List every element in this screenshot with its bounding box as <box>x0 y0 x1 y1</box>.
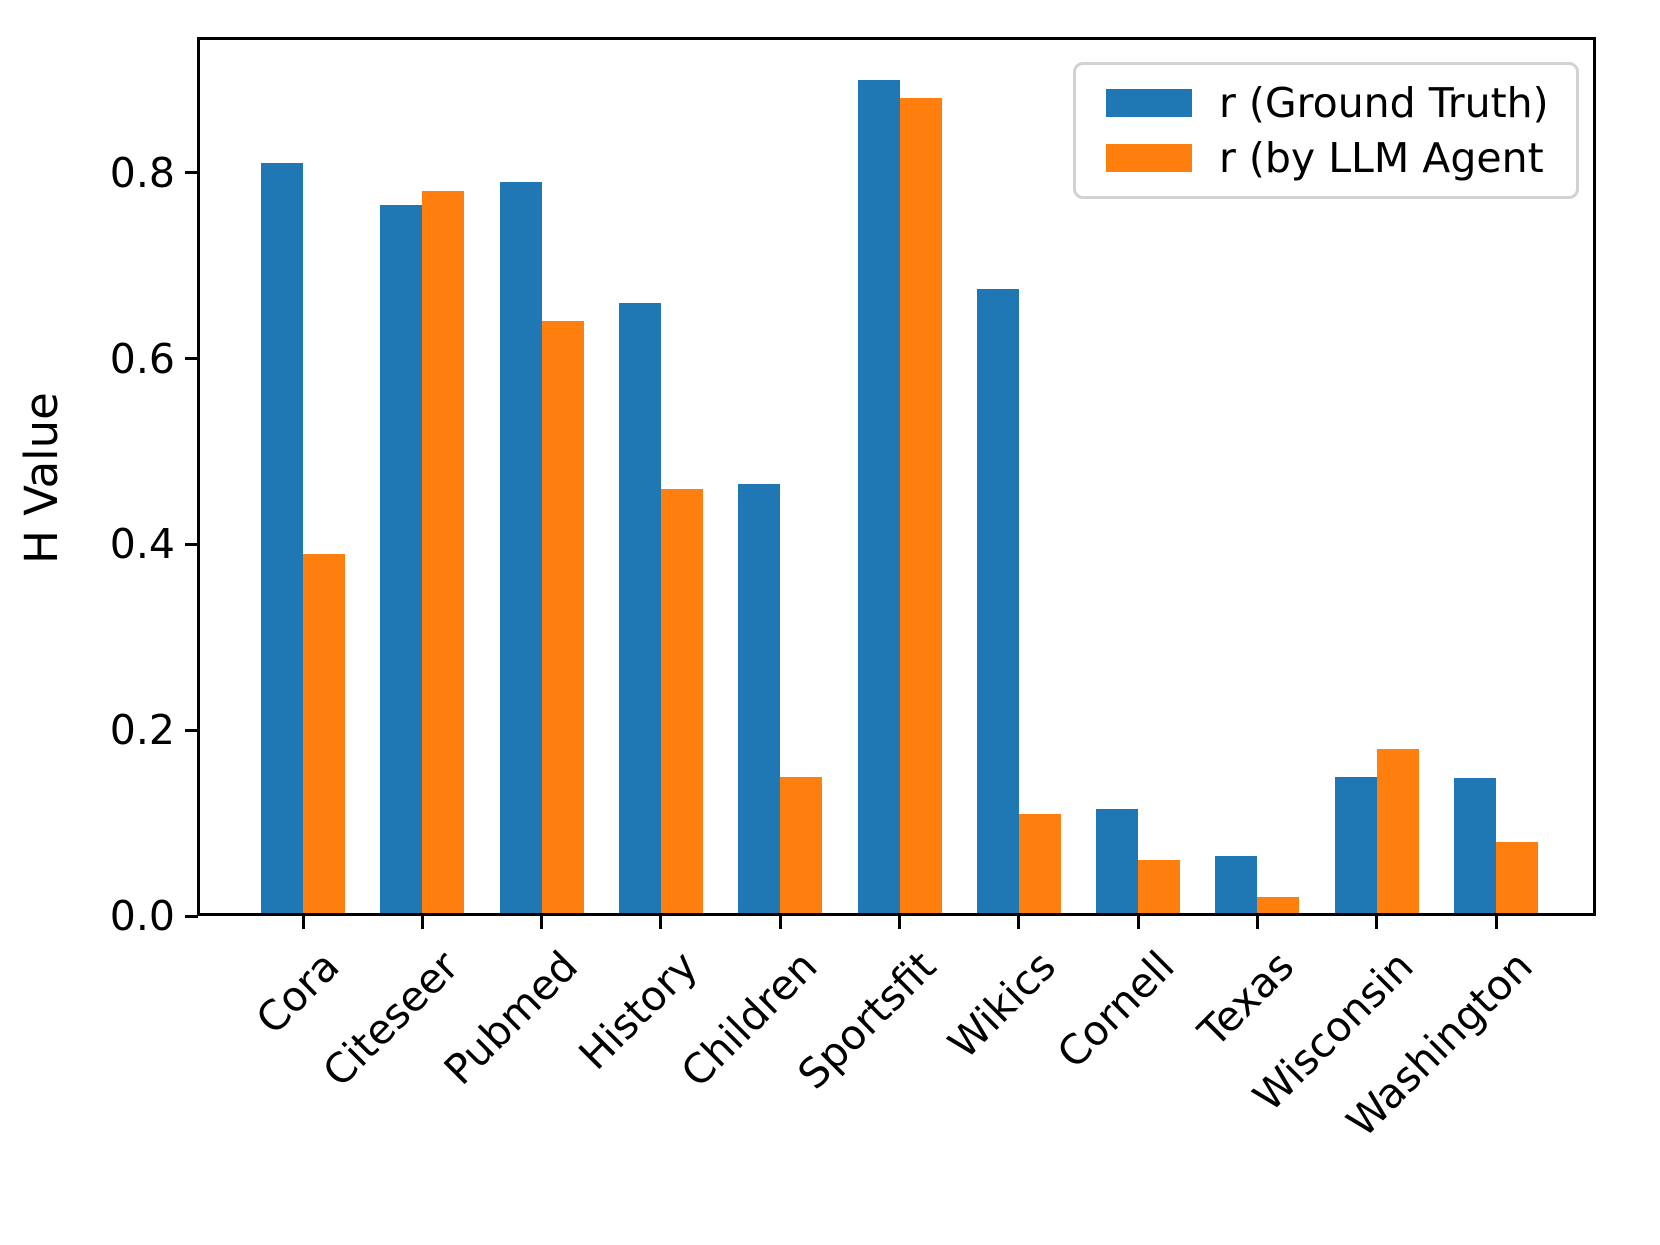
x-tick-label-pubmed: Pubmed <box>435 941 588 1095</box>
x-tick-mark <box>1375 916 1379 929</box>
legend-row-r-ground-truth: r (Ground Truth) <box>1106 78 1576 127</box>
bar-citeseer-r-ground-truth <box>380 205 423 916</box>
bar-pubmed-r-by-llm-agent <box>541 321 584 916</box>
bar-wisconsin-r-by-llm-agent <box>1376 748 1419 916</box>
x-tick-label-wikics: Wikics <box>938 941 1065 1068</box>
bar-citeseer-r-by-llm-agent <box>422 191 465 916</box>
bar-washington-r-ground-truth <box>1454 778 1496 916</box>
x-tick-mark <box>1494 916 1498 929</box>
y-tick-label: 0.0 <box>109 892 175 940</box>
bar-wisconsin-r-ground-truth <box>1334 776 1377 916</box>
bar-sportsfit-r-ground-truth <box>857 79 900 916</box>
bar-history-r-ground-truth <box>618 302 661 916</box>
y-tick-mark <box>185 728 198 732</box>
x-tick-mark <box>1136 916 1140 929</box>
bar-texas-r-by-llm-agent <box>1257 897 1300 916</box>
y-tick-label: 0.8 <box>109 148 175 197</box>
x-tick-mark <box>898 916 901 929</box>
bar-wikics-r-ground-truth <box>976 288 1019 916</box>
x-tick-label-cora: Cora <box>247 941 349 1044</box>
legend-color-patch <box>1106 89 1192 117</box>
bar-cora-r-ground-truth <box>261 163 303 916</box>
x-tick-mark <box>1017 916 1021 929</box>
legend-color-patch <box>1106 144 1192 172</box>
bar-texas-r-ground-truth <box>1215 855 1258 916</box>
x-tick-mark <box>540 916 544 929</box>
x-tick-mark <box>301 916 305 929</box>
bar-pubmed-r-ground-truth <box>499 182 542 916</box>
y-axis-label: H Value <box>15 392 68 564</box>
bar-washington-r-by-llm-agent <box>1496 841 1538 916</box>
y-tick-label: 0.4 <box>109 520 175 569</box>
x-tick-mark <box>778 916 782 929</box>
x-tick-label-texas: Texas <box>1189 941 1304 1056</box>
x-tick-label-cornell: Cornell <box>1048 941 1184 1078</box>
legend-row-r-by-llm-agent: r (by LLM Agent <box>1106 133 1576 182</box>
x-tick-mark <box>1255 916 1259 929</box>
y-tick-mark <box>185 542 198 546</box>
x-tick-mark <box>659 916 663 929</box>
bar-cornell-r-ground-truth <box>1096 809 1139 916</box>
y-tick-label: 0.2 <box>109 706 175 755</box>
y-tick-mark <box>185 357 198 361</box>
bar-wikics-r-by-llm-agent <box>1018 813 1061 916</box>
bar-children-r-ground-truth <box>738 483 781 916</box>
legend-label: r (Ground Truth) <box>1219 78 1549 127</box>
bar-children-r-by-llm-agent <box>780 776 823 916</box>
y-tick-mark <box>185 171 198 175</box>
bar-cornell-r-by-llm-agent <box>1138 860 1181 916</box>
y-tick-label: 0.6 <box>109 334 175 383</box>
y-tick-mark <box>185 914 198 918</box>
bar-history-r-by-llm-agent <box>660 488 703 916</box>
x-tick-mark <box>420 916 424 929</box>
legend: r (Ground Truth) r (by LLM Agent <box>1073 62 1579 199</box>
bar-sportsfit-r-by-llm-agent <box>899 98 942 916</box>
bar-cora-r-by-llm-agent <box>303 553 345 916</box>
legend-label: r (by LLM Agent <box>1219 133 1544 182</box>
